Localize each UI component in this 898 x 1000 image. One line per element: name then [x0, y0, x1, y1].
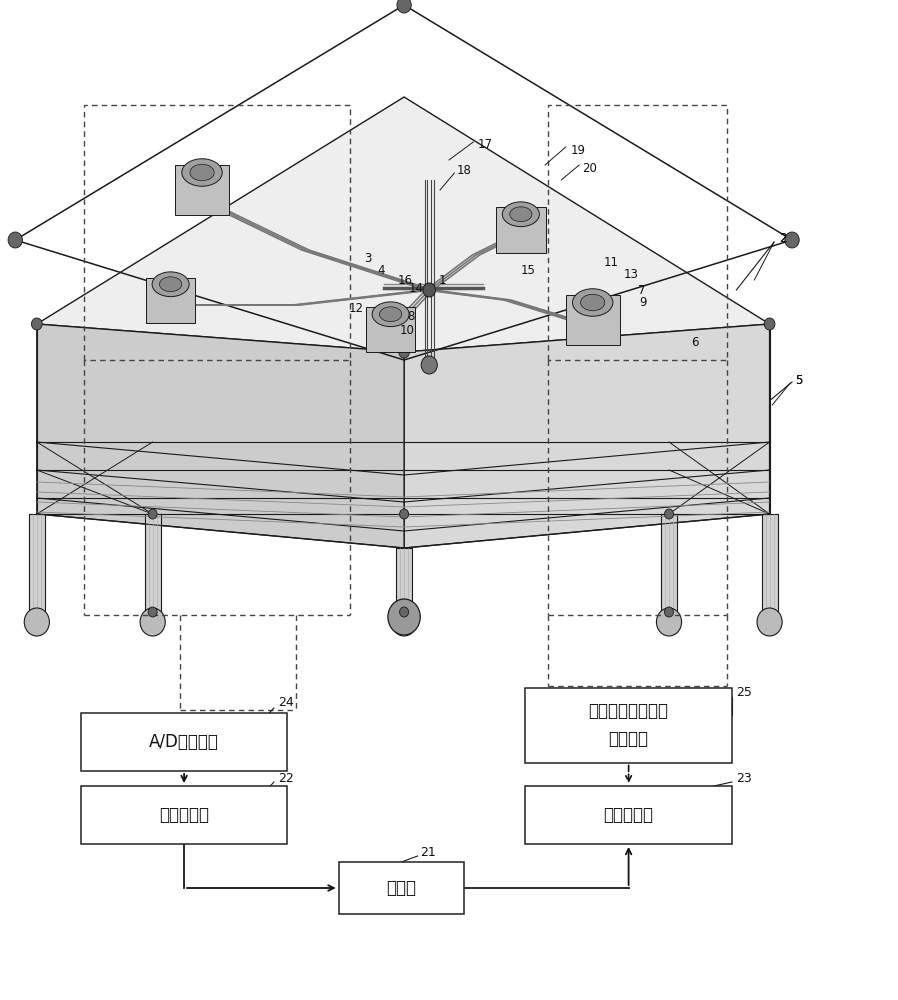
- FancyBboxPatch shape: [81, 786, 287, 844]
- Ellipse shape: [510, 207, 532, 222]
- Text: 19: 19: [570, 143, 585, 156]
- Text: 5: 5: [795, 373, 802, 386]
- Text: 6: 6: [691, 336, 699, 350]
- Text: 22: 22: [278, 772, 295, 784]
- Circle shape: [388, 599, 420, 635]
- Bar: [29, 514, 45, 612]
- Text: 伺服单元: 伺服单元: [609, 730, 648, 748]
- Circle shape: [24, 608, 49, 636]
- Text: A/D转换电路: A/D转换电路: [149, 733, 219, 751]
- Bar: [145, 514, 161, 612]
- FancyBboxPatch shape: [145, 277, 196, 322]
- Ellipse shape: [502, 202, 540, 227]
- Text: 直接驱动旋转电机: 直接驱动旋转电机: [588, 702, 669, 720]
- Circle shape: [665, 509, 674, 519]
- Ellipse shape: [372, 302, 409, 327]
- Circle shape: [397, 0, 411, 13]
- Text: 20: 20: [582, 161, 597, 174]
- Text: 7: 7: [638, 284, 645, 296]
- FancyBboxPatch shape: [175, 165, 229, 215]
- FancyBboxPatch shape: [496, 207, 546, 252]
- Text: 数据采集卡: 数据采集卡: [159, 806, 209, 824]
- Circle shape: [757, 608, 782, 636]
- FancyBboxPatch shape: [339, 862, 464, 914]
- Text: 12: 12: [348, 302, 364, 314]
- Text: 16: 16: [398, 273, 413, 286]
- Text: 运动控制卡: 运动控制卡: [603, 806, 654, 824]
- Ellipse shape: [380, 307, 401, 322]
- Bar: [661, 514, 677, 612]
- Text: 10: 10: [400, 324, 415, 336]
- Circle shape: [785, 232, 799, 248]
- Text: 3: 3: [364, 252, 371, 265]
- Ellipse shape: [160, 277, 181, 292]
- Text: 17: 17: [478, 138, 493, 151]
- Text: 5: 5: [795, 373, 802, 386]
- Ellipse shape: [190, 164, 214, 181]
- Circle shape: [148, 607, 157, 617]
- Bar: [396, 548, 412, 612]
- Text: 25: 25: [736, 686, 753, 700]
- Circle shape: [423, 283, 436, 297]
- Circle shape: [8, 232, 22, 248]
- Text: 14: 14: [409, 282, 424, 294]
- FancyBboxPatch shape: [525, 688, 732, 762]
- Text: 18: 18: [457, 163, 472, 176]
- Circle shape: [656, 608, 682, 636]
- Circle shape: [665, 607, 674, 617]
- Circle shape: [140, 608, 165, 636]
- FancyBboxPatch shape: [81, 713, 287, 771]
- Polygon shape: [404, 324, 770, 548]
- Text: 11: 11: [603, 255, 619, 268]
- Circle shape: [400, 607, 409, 617]
- Polygon shape: [37, 324, 404, 548]
- FancyBboxPatch shape: [525, 786, 732, 844]
- Ellipse shape: [580, 294, 605, 311]
- Text: 2: 2: [779, 232, 787, 244]
- Circle shape: [392, 608, 417, 636]
- Circle shape: [148, 509, 157, 519]
- Text: 2: 2: [779, 232, 787, 244]
- Text: 24: 24: [278, 696, 295, 710]
- Circle shape: [764, 318, 775, 330]
- Text: 计算机: 计算机: [386, 879, 417, 897]
- Text: 1: 1: [438, 273, 445, 286]
- Text: 23: 23: [736, 772, 753, 784]
- Ellipse shape: [573, 289, 613, 316]
- Circle shape: [421, 356, 437, 374]
- Text: 4: 4: [377, 263, 384, 276]
- FancyBboxPatch shape: [366, 307, 415, 352]
- FancyBboxPatch shape: [566, 295, 620, 345]
- Text: 9: 9: [639, 296, 647, 310]
- Polygon shape: [37, 97, 770, 352]
- Circle shape: [31, 318, 42, 330]
- Circle shape: [399, 346, 409, 358]
- Ellipse shape: [181, 159, 223, 186]
- Circle shape: [400, 509, 409, 519]
- Text: 15: 15: [521, 263, 536, 276]
- Text: 8: 8: [407, 310, 414, 324]
- Text: 13: 13: [624, 268, 639, 282]
- Bar: [762, 514, 778, 612]
- Text: 21: 21: [420, 846, 436, 858]
- Ellipse shape: [152, 272, 189, 297]
